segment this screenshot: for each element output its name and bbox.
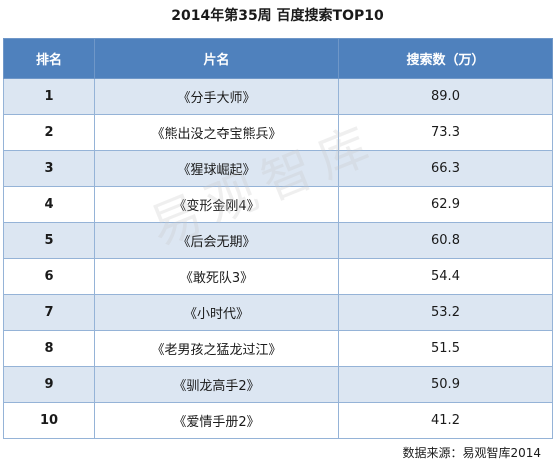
value-cell: 54.4 [338,258,553,295]
title-cell: 《老男孩之猛龙过江》 [94,330,339,367]
value-cell: 60.8 [338,222,553,259]
value-cell: 51.5 [338,330,553,367]
rank-cell: 10 [3,402,95,439]
rank-cell: 1 [3,78,95,115]
value-cell: 62.9 [338,186,553,223]
header-search-count: 搜索数（万） [338,38,553,79]
title-cell: 《猩球崛起》 [94,150,339,187]
table-row: 10 《爱情手册2》 41.2 [3,402,553,439]
rank-cell: 2 [3,114,95,151]
table-row: 7 《小时代》 53.2 [3,294,553,331]
table-row: 4 《变形金刚4》 62.9 [3,186,553,223]
page-title: 2014年第35周 百度搜索TOP10 [171,8,384,24]
title-cell: 《分手大师》 [94,78,339,115]
title-cell: 《变形金刚4》 [94,186,339,223]
value-cell: 53.2 [338,294,553,331]
source-note: 数据来源：易观智库2014 [402,446,541,460]
rank-cell: 3 [3,150,95,187]
table-row: 3 《猩球崛起》 66.3 [3,150,553,187]
rank-cell: 8 [3,330,95,367]
table-row: 6 《敢死队3》 54.4 [3,258,553,295]
table-row: 2 《熊出没之夺宝熊兵》 73.3 [3,114,553,151]
table-header-row: 排名 片名 搜索数（万） [3,38,553,79]
title-cell: 《熊出没之夺宝熊兵》 [94,114,339,151]
value-cell: 89.0 [338,78,553,115]
title-cell: 《爱情手册2》 [94,402,339,439]
title-cell: 《驯龙高手2》 [94,366,339,403]
rank-cell: 6 [3,258,95,295]
value-cell: 73.3 [338,114,553,151]
rank-cell: 9 [3,366,95,403]
table-row: 5 《后会无期》 60.8 [3,222,553,259]
value-cell: 41.2 [338,402,553,439]
rank-cell: 4 [3,186,95,223]
rank-cell: 7 [3,294,95,331]
ranking-table: 排名 片名 搜索数（万） 1 《分手大师》 89.0 2 《熊出没之夺宝熊兵》 … [3,38,553,439]
title-cell: 《后会无期》 [94,222,339,259]
table-row: 8 《老男孩之猛龙过江》 51.5 [3,330,553,367]
rank-cell: 5 [3,222,95,259]
table-row: 9 《驯龙高手2》 50.9 [3,366,553,403]
title-cell: 《小时代》 [94,294,339,331]
value-cell: 50.9 [338,366,553,403]
title-cell: 《敢死队3》 [94,258,339,295]
table-row: 1 《分手大师》 89.0 [3,78,553,115]
header-rank: 排名 [3,38,95,79]
header-title: 片名 [94,38,339,79]
value-cell: 66.3 [338,150,553,187]
